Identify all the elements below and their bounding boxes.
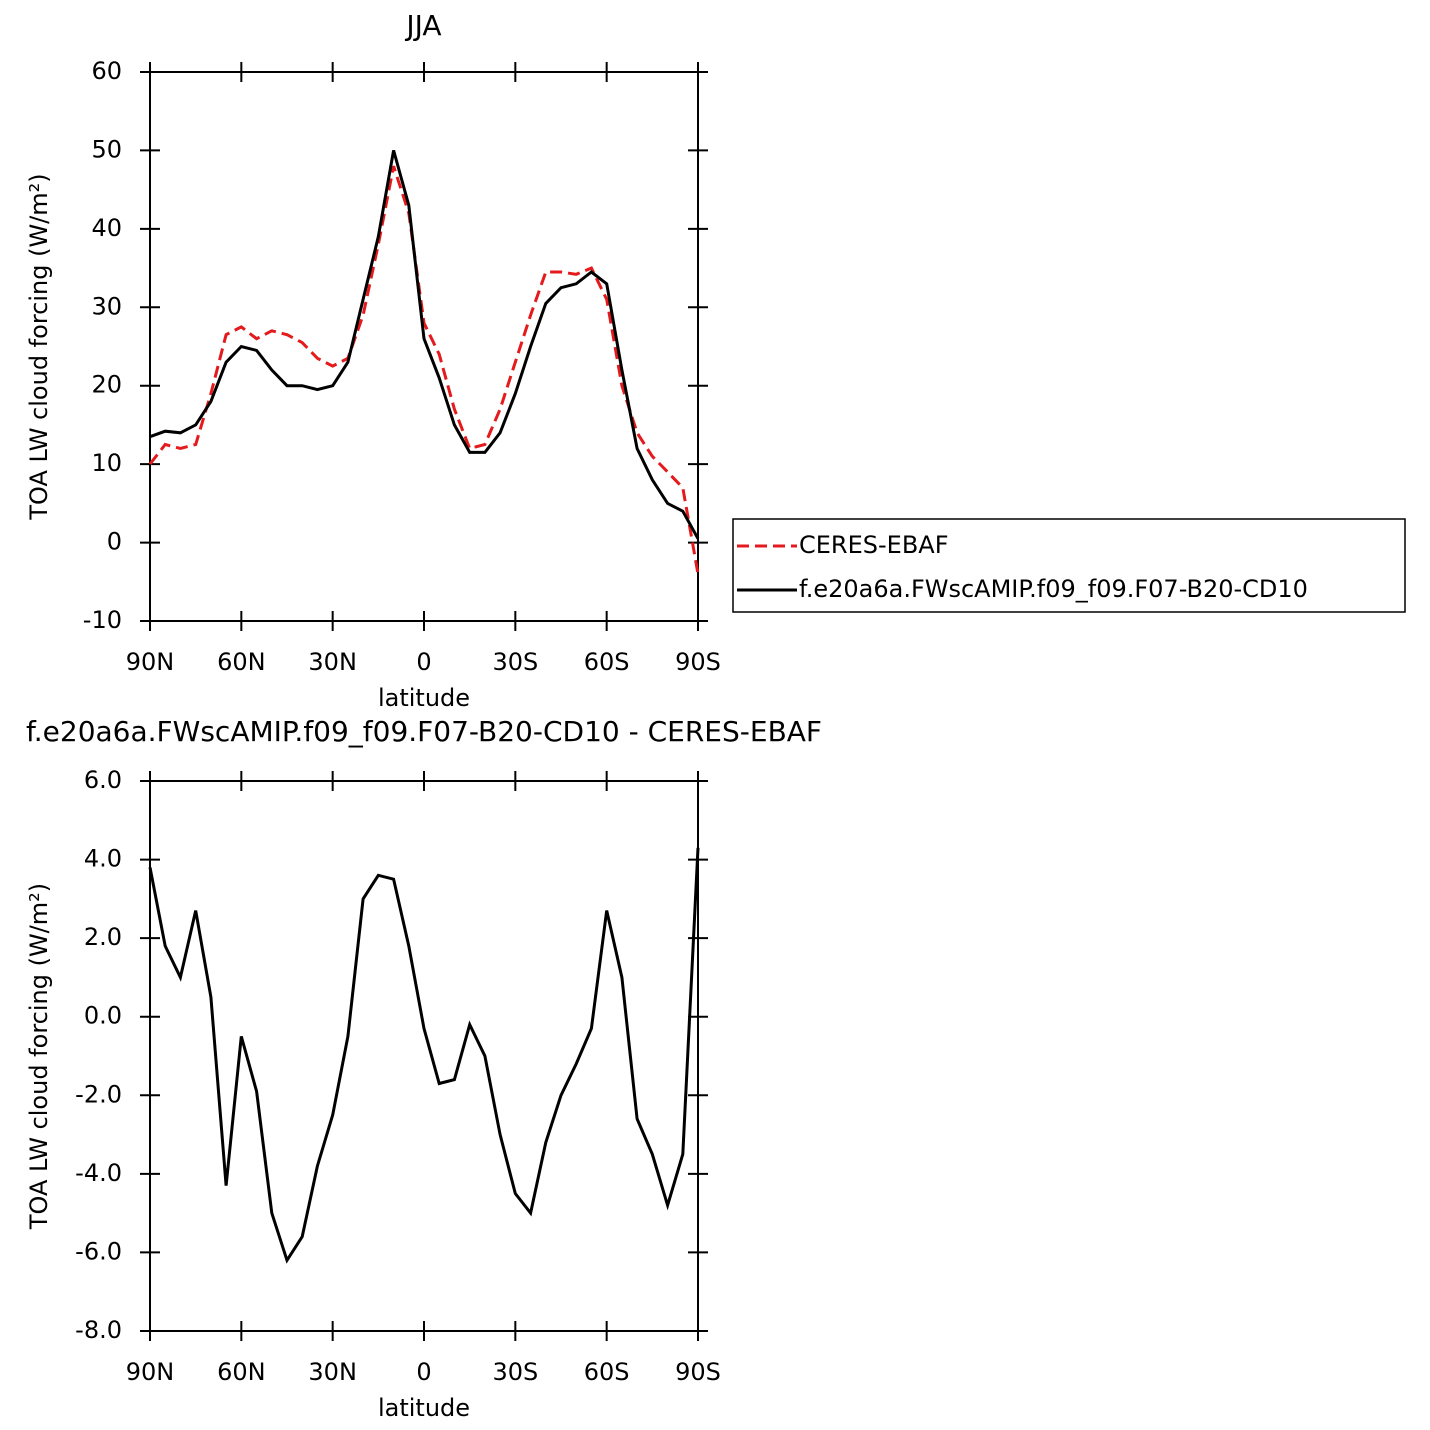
- x-tick-label: 30S: [492, 648, 538, 676]
- y-tick-label: 4.0: [84, 845, 122, 873]
- x-tick-label: 60N: [217, 1358, 266, 1386]
- y-tick-label: 10: [91, 449, 122, 477]
- y-tick-label: 0.0: [84, 1002, 122, 1030]
- y-tick-label: 30: [91, 292, 122, 320]
- y-tick-label: 50: [91, 135, 122, 163]
- x-axis-label: latitude: [378, 1394, 470, 1422]
- x-tick-label: 30N: [308, 648, 357, 676]
- x-tick-label: 30N: [308, 1358, 357, 1386]
- y-tick-label: 20: [91, 371, 122, 399]
- y-tick-label: -6.0: [75, 1237, 122, 1265]
- x-tick-label: 90S: [675, 1358, 721, 1386]
- y-axis-label: TOA LW cloud forcing (W/m²): [25, 883, 53, 1230]
- y-tick-label: 6.0: [84, 766, 122, 794]
- x-tick-label: 60N: [217, 648, 266, 676]
- legend-box: [732, 518, 1406, 613]
- x-tick-label: 90N: [126, 1358, 175, 1386]
- y-tick-label: 40: [91, 214, 122, 242]
- x-tick-label: 60S: [584, 1358, 630, 1386]
- x-axis-label: latitude: [378, 684, 470, 712]
- y-tick-label: 2.0: [84, 923, 122, 951]
- y-tick-label: -2.0: [75, 1080, 122, 1108]
- legend-label: CERES-EBAF: [799, 531, 949, 559]
- x-tick-label: 0: [416, 1358, 431, 1386]
- data-line: [148, 847, 700, 1264]
- x-tick-label: 90S: [675, 648, 721, 676]
- x-tick-label: 90N: [126, 648, 175, 676]
- plot-frame: [149, 71, 699, 622]
- x-tick-label: 0: [416, 648, 431, 676]
- data-line: [148, 165, 700, 575]
- chart-title: f.e20a6a.FWscAMIP.f09_f09.F07-B20-CD10 -…: [26, 715, 822, 748]
- plot-frame: [149, 780, 699, 1332]
- y-tick-label: -10: [83, 606, 122, 634]
- x-tick-label: 30S: [492, 1358, 538, 1386]
- y-axis-label: TOA LW cloud forcing (W/m²): [25, 173, 53, 520]
- y-tick-label: -4.0: [75, 1159, 122, 1187]
- legend-label: f.e20a6a.FWscAMIP.f09_f09.F07-B20-CD10: [799, 575, 1308, 603]
- y-tick-label: -8.0: [75, 1316, 122, 1344]
- data-line: [149, 149, 700, 540]
- y-tick-label: 0: [107, 528, 122, 556]
- chart-title: JJA: [404, 9, 441, 42]
- x-tick-label: 60S: [584, 648, 630, 676]
- y-tick-label: 60: [91, 57, 122, 85]
